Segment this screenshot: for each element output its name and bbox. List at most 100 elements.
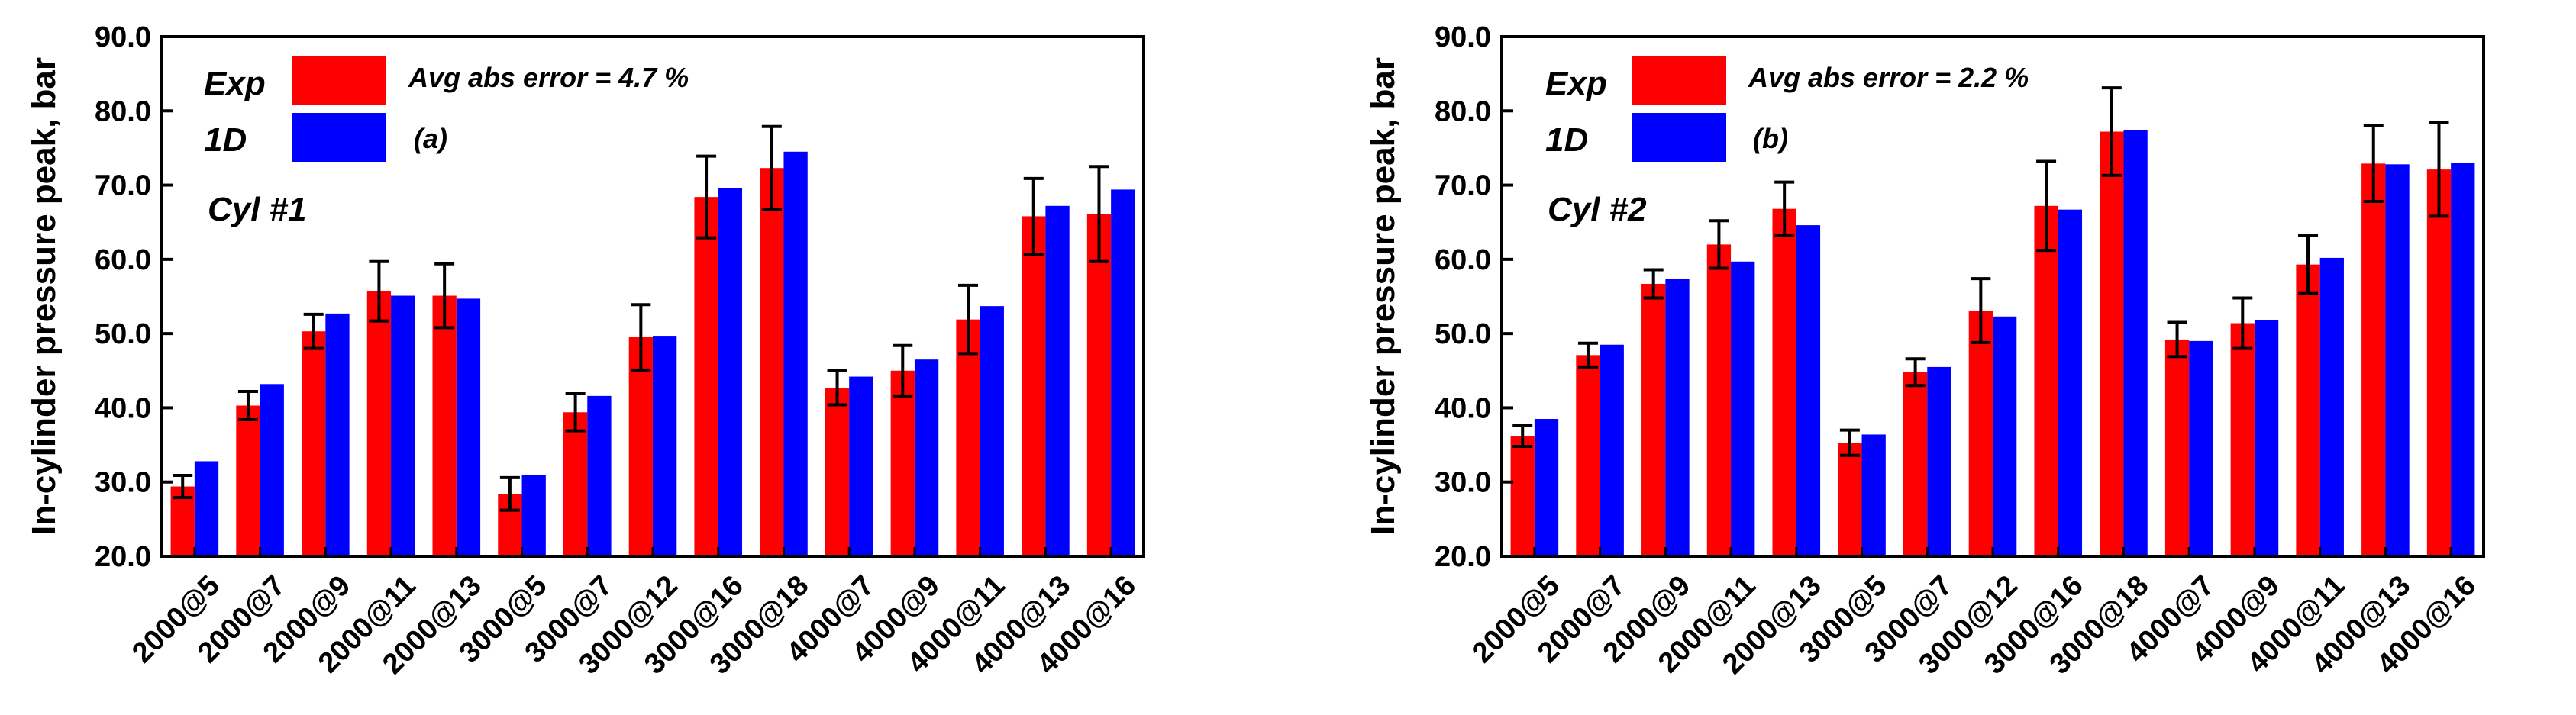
y-axis-title-a: In-cylinder pressure peak, bar bbox=[25, 57, 63, 535]
bar-exp-a-9 bbox=[760, 168, 784, 556]
bar-exp-b-5 bbox=[1838, 443, 1862, 556]
bar-exp-b-11 bbox=[2230, 323, 2255, 556]
bar-1d-a-2 bbox=[325, 313, 350, 556]
error-bar-a-11 bbox=[893, 343, 913, 398]
avg-error-note-a: Avg abs error = 4.7 % bbox=[408, 62, 689, 93]
error-bar-a-10 bbox=[827, 369, 847, 407]
bar-exp-b-4 bbox=[1772, 208, 1796, 556]
error-bar-b-11 bbox=[2232, 296, 2253, 350]
bar-1d-a-6 bbox=[587, 395, 612, 556]
bar-1d-a-9 bbox=[783, 151, 808, 557]
legend-label-1d-a: 1D bbox=[204, 121, 247, 159]
bar-exp-a-8 bbox=[694, 197, 718, 556]
error-bar-a-12 bbox=[958, 283, 979, 356]
bar-1d-b-8 bbox=[2058, 209, 2083, 556]
bar-exp-a-7 bbox=[628, 337, 653, 556]
bar-1d-a-0 bbox=[194, 461, 219, 556]
y-tick-label-b-5: 70.0 bbox=[1435, 170, 1491, 202]
error-bar-b-0 bbox=[1512, 424, 1533, 449]
y-tick-label-b-3: 50.0 bbox=[1435, 318, 1491, 350]
bar-1d-b-10 bbox=[2189, 340, 2213, 556]
error-bar-b-7 bbox=[1971, 277, 1991, 344]
error-bar-b-1 bbox=[1577, 341, 1598, 369]
y-tick-label-b-2: 40.0 bbox=[1435, 392, 1491, 424]
error-bar-b-12 bbox=[2298, 234, 2319, 295]
error-bar-a-3 bbox=[369, 259, 389, 323]
chart-panel-b: 20.0 30.0 40.0 50.0 60.0 70.0 80.0 90.0 2000@52… bbox=[1364, 21, 2485, 681]
bar-exp-a-4 bbox=[432, 295, 457, 556]
bar-1d-b-12 bbox=[2319, 257, 2344, 556]
bar-1d-a-13 bbox=[1045, 205, 1070, 556]
bar-exp-a-1 bbox=[236, 405, 260, 556]
x-axis-a: 2000@52000@72000@92000@112000@133000@530… bbox=[126, 547, 1142, 681]
bar-1d-b-13 bbox=[2385, 164, 2410, 556]
y-tick-label-a-7: 90.0 bbox=[95, 21, 151, 53]
legend-label-exp-a: Exp bbox=[204, 65, 266, 102]
bar-1d-b-1 bbox=[1600, 344, 1624, 556]
y-tick-label-a-3: 50.0 bbox=[95, 318, 151, 350]
bar-exp-a-14 bbox=[1086, 214, 1112, 556]
x-axis-b: 2000@52000@72000@92000@112000@133000@530… bbox=[1466, 547, 2482, 681]
bar-exp-a-11 bbox=[890, 370, 915, 556]
bar-exp-b-2 bbox=[1641, 283, 1666, 556]
y-axis-a: 20.0 30.0 40.0 50.0 60.0 70.0 80.0 90.0 bbox=[95, 21, 173, 573]
bar-exp-b-10 bbox=[2164, 339, 2190, 556]
chart-panel-a: 20.0 30.0 40.0 50.0 60.0 70.0 80.0 90.0 2000@52… bbox=[25, 21, 1145, 681]
legend-swatch-1d-a bbox=[292, 113, 386, 162]
y-tick-label-a-6: 80.0 bbox=[95, 95, 151, 127]
bar-1d-a-3 bbox=[391, 295, 415, 556]
bar-exp-b-9 bbox=[2100, 131, 2124, 557]
y-tick-label-a-1: 30.0 bbox=[95, 467, 151, 499]
bars-a bbox=[170, 151, 1135, 557]
bar-exp-b-1 bbox=[1576, 355, 1600, 556]
panel-label-b: (b) bbox=[1753, 123, 1788, 154]
error-bar-b-6 bbox=[1905, 357, 1926, 388]
bar-exp-a-10 bbox=[825, 388, 850, 556]
legend-swatch-1d-b bbox=[1632, 113, 1726, 162]
bar-1d-b-3 bbox=[1731, 261, 1755, 556]
error-bars-a bbox=[173, 124, 1109, 512]
y-axis-title-b: In-cylinder pressure peak, bar bbox=[1364, 57, 1402, 535]
bar-exp-a-2 bbox=[302, 331, 326, 556]
y-tick-label-a-4: 60.0 bbox=[95, 244, 151, 276]
bar-exp-b-8 bbox=[2034, 205, 2058, 556]
bar-exp-a-12 bbox=[956, 319, 980, 556]
y-tick-label-b-6: 80.0 bbox=[1435, 95, 1491, 127]
y-tick-label-b-1: 30.0 bbox=[1435, 467, 1491, 499]
error-bar-a-0 bbox=[173, 473, 193, 500]
error-bar-a-14 bbox=[1089, 165, 1109, 263]
y-axis-b: 20.0 30.0 40.0 50.0 60.0 70.0 80.0 90.0 bbox=[1435, 21, 1513, 573]
bar-1d-a-10 bbox=[849, 376, 873, 556]
y-tick-label-b-0: 20.0 bbox=[1435, 541, 1491, 573]
y-tick-label-a-0: 20.0 bbox=[95, 541, 151, 573]
bar-1d-b-0 bbox=[1534, 419, 1559, 556]
bar-1d-a-4 bbox=[456, 298, 481, 556]
error-bar-a-7 bbox=[631, 303, 651, 372]
legend-swatch-exp-a bbox=[292, 56, 386, 105]
error-bar-b-8 bbox=[2036, 159, 2057, 253]
bar-exp-a-13 bbox=[1022, 216, 1046, 556]
y-tick-label-b-7: 90.0 bbox=[1435, 21, 1491, 53]
error-bar-a-5 bbox=[499, 475, 520, 512]
bar-1d-a-14 bbox=[1111, 189, 1135, 556]
panel-label-a: (a) bbox=[414, 123, 447, 154]
bar-1d-a-11 bbox=[914, 359, 939, 556]
bar-1d-a-12 bbox=[980, 306, 1004, 556]
bar-1d-a-7 bbox=[653, 336, 677, 556]
y-tick-label-a-2: 40.0 bbox=[95, 392, 151, 424]
bar-1d-a-1 bbox=[260, 384, 284, 556]
bar-exp-b-6 bbox=[1903, 372, 1928, 556]
error-bar-a-4 bbox=[434, 262, 455, 330]
error-bar-a-9 bbox=[761, 124, 782, 211]
bar-1d-b-2 bbox=[1665, 279, 1690, 556]
bar-1d-b-14 bbox=[2451, 163, 2475, 556]
y-tick-label-a-5: 70.0 bbox=[95, 170, 151, 202]
bar-exp-b-7 bbox=[1968, 310, 1993, 556]
cylinder-label-a: Cyl #1 bbox=[208, 191, 307, 228]
bar-1d-b-9 bbox=[2123, 130, 2148, 556]
cylinder-label-b: Cyl #2 bbox=[1548, 191, 1647, 228]
error-bar-b-9 bbox=[2101, 86, 2122, 177]
error-bar-b-4 bbox=[1774, 180, 1795, 237]
bar-1d-b-5 bbox=[1861, 434, 1886, 556]
